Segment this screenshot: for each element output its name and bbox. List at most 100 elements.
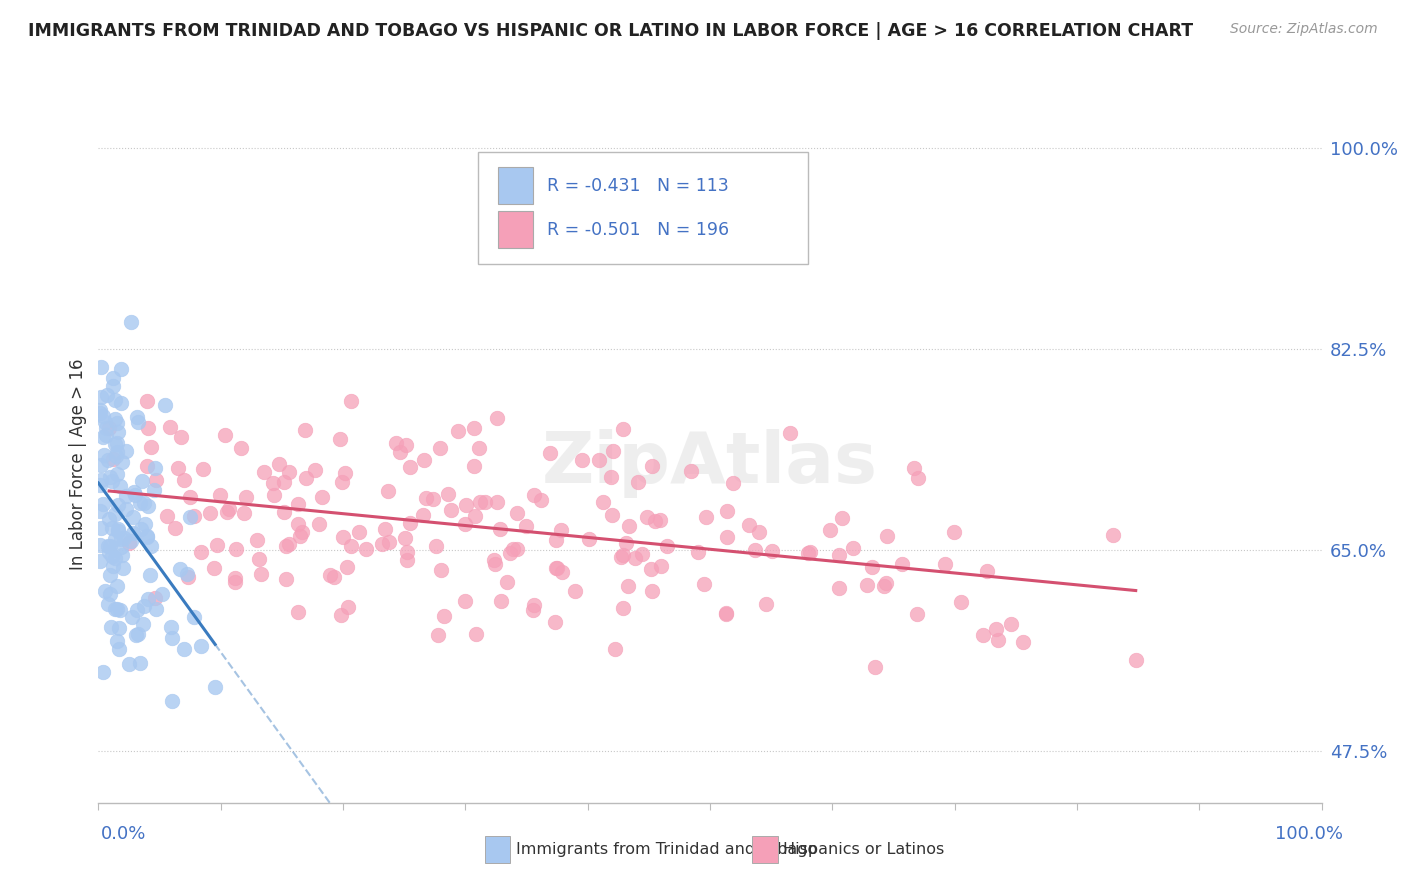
- Point: [640, 561, 662, 575]
- Point: [818, 523, 841, 537]
- Point: [90, 390, 112, 404]
- Point: [125, 627, 148, 641]
- Point: [138, 421, 160, 435]
- Point: [131, 474, 153, 488]
- Point: [831, 511, 853, 525]
- Point: [636, 510, 658, 524]
- Y-axis label: In Labor Force | Age > 16: In Labor Force | Age > 16: [69, 358, 87, 570]
- Point: [627, 475, 650, 489]
- Point: [104, 412, 127, 426]
- Point: [311, 491, 333, 505]
- Point: [650, 513, 672, 527]
- Point: [550, 524, 572, 538]
- Point: [100, 521, 122, 535]
- Point: [183, 610, 205, 624]
- Point: [695, 509, 717, 524]
- Point: [107, 425, 129, 439]
- Point: [378, 534, 401, 549]
- Point: [679, 465, 702, 479]
- Point: [274, 539, 297, 553]
- Point: [828, 548, 851, 562]
- Point: [139, 440, 162, 454]
- Point: [145, 473, 167, 487]
- Point: [1011, 635, 1033, 649]
- Point: [329, 432, 352, 446]
- Point: [274, 572, 297, 586]
- Point: [374, 522, 396, 536]
- Point: [160, 694, 183, 708]
- Point: [247, 552, 270, 566]
- Point: [120, 315, 142, 329]
- Point: [139, 539, 162, 553]
- Point: [204, 680, 226, 694]
- Point: [288, 529, 311, 543]
- Point: [124, 488, 146, 502]
- Point: [89, 504, 111, 518]
- Point: [623, 550, 645, 565]
- Point: [183, 508, 205, 523]
- Point: [107, 436, 129, 450]
- Point: [136, 591, 159, 606]
- Point: [127, 627, 149, 641]
- Point: [253, 465, 276, 479]
- Point: [612, 548, 634, 562]
- Point: [905, 607, 928, 621]
- Point: [235, 490, 257, 504]
- Point: [97, 453, 120, 467]
- Point: [132, 599, 155, 613]
- Point: [89, 520, 111, 534]
- Point: [278, 537, 301, 551]
- FancyBboxPatch shape: [478, 152, 808, 264]
- Point: [395, 545, 418, 559]
- Point: [329, 607, 352, 622]
- Point: [522, 602, 544, 616]
- Point: [177, 570, 200, 584]
- Point: [377, 483, 399, 498]
- Point: [394, 438, 416, 452]
- Point: [523, 488, 546, 502]
- Point: [198, 506, 221, 520]
- Point: [89, 538, 111, 552]
- Point: [108, 603, 131, 617]
- Point: [110, 540, 132, 554]
- Point: [287, 517, 309, 532]
- Point: [602, 443, 624, 458]
- Point: [97, 512, 120, 526]
- Point: [640, 583, 662, 598]
- Point: [287, 605, 309, 619]
- Point: [617, 519, 640, 533]
- Point: [105, 417, 128, 431]
- Point: [779, 425, 801, 440]
- Point: [641, 459, 664, 474]
- Point: [335, 466, 357, 480]
- Point: [571, 453, 593, 467]
- Point: [332, 530, 354, 544]
- Point: [135, 393, 157, 408]
- Point: [156, 508, 179, 523]
- Point: [120, 533, 142, 548]
- Point: [738, 518, 761, 533]
- Point: [564, 584, 586, 599]
- Point: [502, 541, 524, 556]
- Point: [484, 558, 506, 572]
- Point: [122, 526, 145, 541]
- Point: [903, 461, 925, 475]
- Point: [107, 579, 129, 593]
- Point: [860, 559, 883, 574]
- Point: [748, 525, 770, 540]
- Point: [108, 641, 131, 656]
- Point: [396, 553, 419, 567]
- Point: [603, 641, 626, 656]
- Point: [454, 516, 477, 531]
- Point: [797, 546, 820, 560]
- Text: 100.0%: 100.0%: [1275, 825, 1343, 843]
- Point: [128, 657, 150, 671]
- Point: [744, 542, 766, 557]
- Point: [308, 516, 330, 531]
- Point: [463, 421, 485, 435]
- Point: [433, 609, 456, 624]
- Point: [101, 549, 124, 563]
- Point: [190, 545, 212, 559]
- Point: [650, 558, 672, 573]
- Point: [104, 602, 127, 616]
